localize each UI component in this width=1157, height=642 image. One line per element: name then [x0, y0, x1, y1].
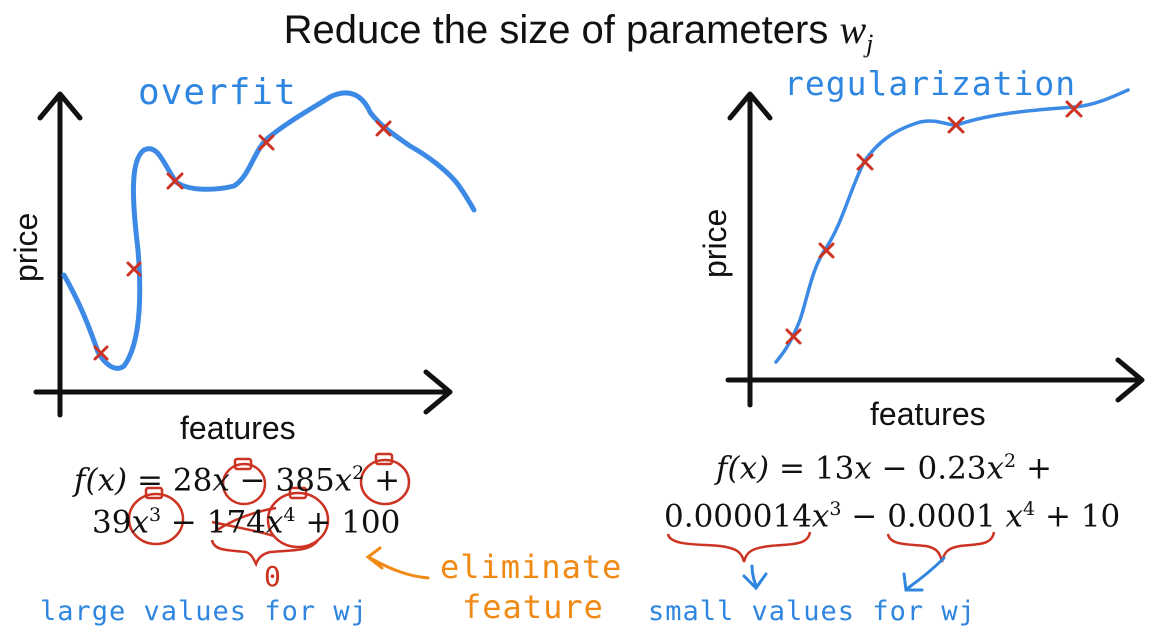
- left-xlabel: features: [180, 410, 296, 446]
- data-point-marker: [856, 153, 874, 171]
- left-axes: [33, 91, 453, 418]
- term-circle-tab: [374, 452, 394, 466]
- data-point-marker: [166, 172, 184, 190]
- term-circle-tab: [144, 486, 164, 500]
- slide-title: Reduce the size of parameters wj: [0, 6, 1157, 59]
- zero-replacement: 0: [264, 560, 281, 593]
- eq-term: 39: [92, 504, 132, 541]
- eq-term: 0.23: [917, 450, 987, 487]
- eq-term: x: [334, 462, 353, 499]
- eq-term: 13: [814, 450, 855, 487]
- term-circle: [221, 462, 267, 506]
- eq-term: −: [170, 504, 197, 541]
- left-y-arrowhead: [37, 91, 83, 121]
- eq-term: 4: [1023, 498, 1036, 520]
- overfit-annotation: overfit: [138, 72, 297, 113]
- data-point-marker: [785, 328, 802, 345]
- term-circle: [359, 458, 411, 506]
- eliminate-note-line2: feature: [462, 588, 604, 626]
- eq-term: 2: [1004, 450, 1017, 472]
- eq-term: 0.000014: [664, 498, 812, 535]
- title-symbol: w: [839, 7, 867, 52]
- data-point-marker: [93, 345, 109, 361]
- eq-term: x: [131, 504, 149, 541]
- eq-term: x: [811, 498, 830, 535]
- term-circle: [266, 491, 330, 549]
- right-equation-line2: 0.000014x3 − 0.0001 x4 + 10: [664, 498, 1120, 534]
- eq-term: 0.0001: [887, 498, 996, 535]
- eq-term: 100: [341, 504, 401, 541]
- large-values-note: large values for wj: [40, 596, 368, 627]
- regularized-curve: [774, 88, 1130, 364]
- eq-term: −: [851, 498, 878, 535]
- title-subscript: j: [866, 29, 874, 58]
- overfit-curve: [61, 90, 477, 371]
- eq-term: +: [1025, 450, 1052, 487]
- eq-term: +: [305, 504, 332, 541]
- data-point-marker: [375, 120, 392, 137]
- eq-term: =: [137, 462, 163, 499]
- eq-term: x: [1005, 498, 1024, 535]
- small-values-note: small values for wj: [648, 596, 976, 627]
- right-y-arrowhead: [727, 91, 773, 121]
- eq-term: 3: [829, 498, 842, 520]
- left-term-circles: [127, 452, 411, 549]
- right-axes: [725, 91, 1145, 408]
- regularization-annotation: regularization: [784, 64, 1077, 103]
- brace-00001: [886, 531, 996, 563]
- data-point-marker: [1065, 100, 1083, 118]
- eq-term: 10: [1080, 498, 1121, 535]
- left-ylabel: price: [8, 212, 44, 282]
- eq-term: x: [265, 504, 284, 541]
- eliminate-arrow: [365, 546, 430, 580]
- data-point-marker: [818, 242, 835, 259]
- eq-term: +: [374, 462, 401, 499]
- eq-term: 28: [172, 462, 213, 499]
- eliminate-note-line1: eliminate: [440, 548, 623, 586]
- left-brace: [210, 539, 320, 568]
- eq-term: −: [881, 450, 908, 487]
- strikethrough-174: [211, 506, 277, 538]
- crossed-coefficient: 174: [206, 504, 266, 541]
- eq-term: f(x): [74, 462, 128, 499]
- term-circle: [127, 492, 185, 546]
- right-ylabel: price: [697, 208, 733, 278]
- right-x-arrowhead: [1115, 357, 1145, 403]
- slide-title-text: Reduce the size of parameters: [283, 8, 829, 52]
- right-xlabel: features: [870, 396, 986, 432]
- eq-term: +: [1044, 498, 1071, 535]
- right-markers: [785, 100, 1083, 345]
- eq-term: x: [986, 450, 1005, 487]
- eq-term: 3: [148, 504, 162, 526]
- term-circle-tab: [288, 486, 308, 500]
- eq-term: 385: [275, 462, 335, 499]
- data-point-marker: [258, 134, 275, 151]
- left-markers: [93, 120, 392, 361]
- eq-term: −: [239, 462, 266, 499]
- brace-0000014: [666, 531, 812, 563]
- eq-term: f(x): [716, 450, 770, 487]
- eq-term: x: [212, 462, 230, 499]
- right-blue-arrows: [742, 556, 946, 592]
- left-equation-line2: 39x3 − 174x4 + 100: [92, 504, 400, 540]
- data-point-marker: [126, 261, 142, 277]
- left-x-arrowhead: [423, 369, 453, 415]
- eq-term: x: [854, 450, 872, 487]
- data-point-marker: [947, 116, 965, 134]
- eq-term: 2: [352, 462, 365, 484]
- eq-term: =: [779, 450, 805, 487]
- left-equation-line1: f(x) = 28x − 385x2 +: [74, 462, 400, 498]
- right-equation-line1: f(x) = 13x − 0.23x2 +: [716, 450, 1052, 486]
- eq-term: 4: [283, 504, 296, 526]
- term-circle-tab: [233, 457, 253, 471]
